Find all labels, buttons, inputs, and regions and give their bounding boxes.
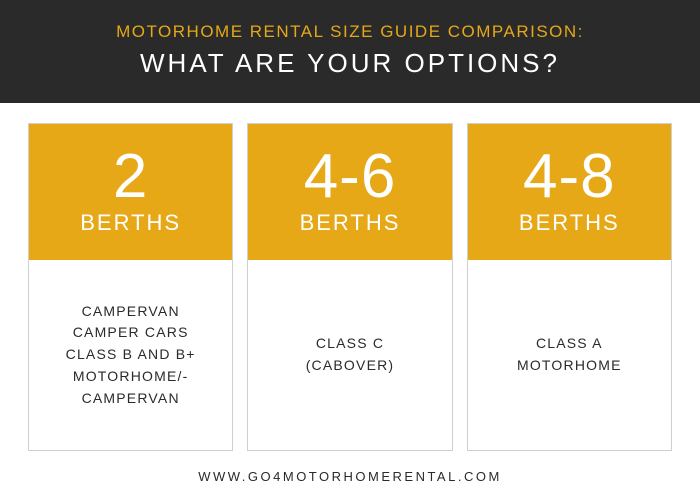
header-subtitle: MOTORHOME RENTAL SIZE GUIDE COMPARISON: [20, 22, 680, 42]
card-header: 2 BERTHS [29, 124, 232, 260]
berth-number: 4-6 [258, 146, 441, 208]
card-header: 4-8 BERTHS [468, 124, 671, 260]
vehicle-type: MOTORHOME [517, 355, 622, 377]
card-header: 4-6 BERTHS [248, 124, 451, 260]
vehicle-type: CLASS A [536, 333, 603, 355]
footer-url: WWW.GO4MOTORHOMERENTAL.COM [0, 461, 700, 502]
card-2-berths: 2 BERTHS CAMPERVAN CAMPER CARS CLASS B A… [28, 123, 233, 451]
card-body: CLASS A MOTORHOME [468, 260, 671, 450]
vehicle-type: CLASS C [316, 333, 384, 355]
berth-label: BERTHS [39, 210, 222, 236]
berth-number: 4-8 [478, 146, 661, 208]
vehicle-type: CLASS B AND B+ [66, 344, 196, 366]
vehicle-type: MOTORHOME/- [73, 366, 189, 388]
vehicle-type: (CABOVER) [306, 355, 395, 377]
header-title: WHAT ARE YOUR OPTIONS? [20, 48, 680, 79]
berth-number: 2 [39, 146, 222, 208]
vehicle-type: CAMPERVAN [82, 301, 180, 323]
vehicle-type: CAMPERVAN [82, 388, 180, 410]
card-body: CLASS C (CABOVER) [248, 260, 451, 450]
cards-row: 2 BERTHS CAMPERVAN CAMPER CARS CLASS B A… [0, 103, 700, 461]
card-4-8-berths: 4-8 BERTHS CLASS A MOTORHOME [467, 123, 672, 451]
berth-label: BERTHS [258, 210, 441, 236]
header: MOTORHOME RENTAL SIZE GUIDE COMPARISON: … [0, 0, 700, 103]
card-4-6-berths: 4-6 BERTHS CLASS C (CABOVER) [247, 123, 452, 451]
vehicle-type: CAMPER CARS [73, 322, 189, 344]
berth-label: BERTHS [478, 210, 661, 236]
card-body: CAMPERVAN CAMPER CARS CLASS B AND B+ MOT… [29, 260, 232, 450]
